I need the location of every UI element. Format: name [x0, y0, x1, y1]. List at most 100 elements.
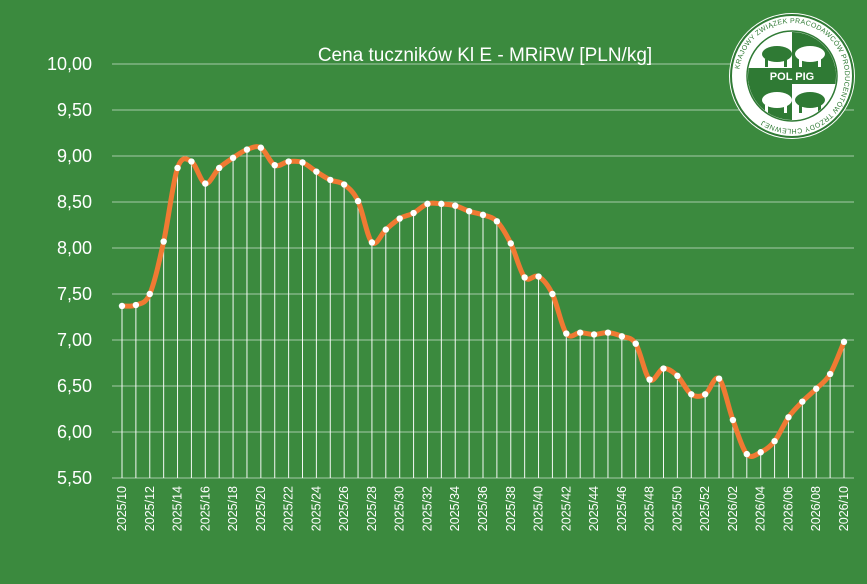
x-tick-label: 2025/28: [365, 486, 379, 531]
logo-name: POL PIG: [770, 71, 814, 83]
x-tick-label: 2026/08: [809, 486, 823, 531]
x-tick-label: 2025/24: [309, 486, 323, 531]
x-tick-label: 2025/52: [698, 486, 712, 531]
x-tick-label: 2025/10: [115, 486, 129, 531]
data-point: [729, 416, 737, 424]
data-point: [674, 372, 681, 380]
data-point: [646, 376, 653, 383]
y-tick-label: 9,50: [57, 100, 92, 120]
data-point: [243, 146, 251, 153]
data-point: [313, 168, 320, 175]
data-point: [521, 274, 528, 281]
data-point: [340, 181, 348, 188]
polpig-logo: POL PIG KRAJOWY ZWIĄZEK PRACODAWCÓW PROD…: [729, 13, 855, 139]
data-point: [118, 302, 126, 310]
data-point: [410, 209, 417, 217]
data-point: [174, 164, 181, 172]
pig-icon: [795, 46, 825, 67]
x-tick-label: 2025/32: [420, 486, 434, 531]
x-tick-label: 2025/12: [143, 486, 157, 531]
data-point: [507, 240, 514, 247]
data-point: [840, 338, 848, 346]
data-point: [327, 176, 334, 184]
data-point: [632, 340, 639, 347]
x-tick-label: 2025/40: [532, 486, 546, 531]
y-tick-label: 6,50: [57, 376, 92, 396]
data-point: [771, 438, 778, 445]
data-point: [715, 375, 723, 382]
x-tick-label: 2025/26: [337, 486, 351, 531]
drop-lines: [121, 147, 845, 478]
data-point: [535, 273, 542, 280]
data-point: [146, 290, 153, 298]
x-tick-label: 2025/46: [615, 486, 629, 531]
y-tick-label: 5,50: [57, 468, 92, 488]
x-axis: 2025/10 2025/12 2025/14 2025/16 2025/18 2025/…: [115, 486, 851, 531]
y-tick-label: 9,00: [57, 146, 92, 166]
y-tick-label: 6,00: [57, 422, 92, 442]
data-point: [452, 202, 459, 209]
data-point: [160, 238, 167, 245]
data-point: [424, 200, 431, 208]
pig-icon: [762, 92, 792, 113]
data-points: [118, 144, 848, 458]
x-tick-label: 2025/34: [448, 486, 462, 531]
y-tick-label: 8,00: [57, 238, 92, 258]
y-tick-label: 8,50: [57, 192, 92, 212]
x-tick-label: 2025/22: [282, 486, 296, 531]
data-point: [132, 301, 140, 309]
y-tick-label: 7,00: [57, 330, 92, 350]
y-tick-label: 7,50: [57, 284, 92, 304]
data-point: [368, 239, 376, 246]
data-point: [285, 158, 292, 165]
chart-title: Cena tuczników Kl E - MRiRW [PLN/kg]: [318, 45, 652, 66]
x-tick-label: 2025/30: [393, 486, 407, 531]
x-tick-label: 2025/42: [559, 486, 573, 531]
data-point: [813, 385, 820, 392]
data-point: [271, 162, 278, 169]
data-point: [396, 215, 403, 222]
data-point: [701, 391, 709, 398]
y-axis: 10,00 9,50 9,00 8,50 8,00 7,50 7,00 6,50 6,00 5,5…: [47, 54, 92, 488]
x-tick-label: 2025/20: [254, 486, 268, 531]
x-tick-label: 2026/06: [781, 486, 795, 531]
data-point: [299, 159, 306, 166]
x-tick-label: 2025/44: [587, 486, 601, 531]
x-tick-label: 2025/16: [198, 486, 212, 531]
data-point: [493, 218, 501, 225]
data-point: [549, 290, 556, 298]
x-tick-label: 2025/48: [643, 486, 657, 531]
data-point: [604, 329, 612, 336]
data-point: [354, 197, 362, 205]
x-tick-label: 2026/02: [726, 486, 740, 531]
data-point: [785, 414, 792, 421]
data-point: [799, 398, 806, 405]
data-point: [660, 365, 667, 372]
data-point: [188, 158, 195, 165]
data-point: [257, 144, 265, 151]
data-point: [618, 333, 626, 340]
data-point: [576, 329, 584, 336]
data-point: [743, 450, 751, 458]
data-point: [215, 164, 223, 172]
x-tick-label: 2025/36: [476, 486, 490, 531]
x-tick-label: 2026/10: [837, 486, 851, 531]
data-point: [688, 391, 695, 398]
pig-icon: [795, 92, 825, 113]
x-tick-label: 2025/14: [171, 486, 185, 531]
data-point: [826, 370, 834, 378]
data-point: [563, 330, 570, 337]
x-tick-label: 2026/04: [754, 486, 768, 531]
pig-icon: [762, 46, 792, 67]
data-point: [202, 180, 209, 187]
data-point: [438, 200, 445, 208]
data-point: [465, 208, 473, 215]
data-point: [590, 331, 598, 338]
data-point: [382, 226, 390, 233]
y-tick-label: 10,00: [47, 54, 92, 74]
data-point: [229, 154, 237, 162]
data-point: [479, 211, 487, 219]
x-tick-label: 2025/38: [504, 486, 518, 531]
